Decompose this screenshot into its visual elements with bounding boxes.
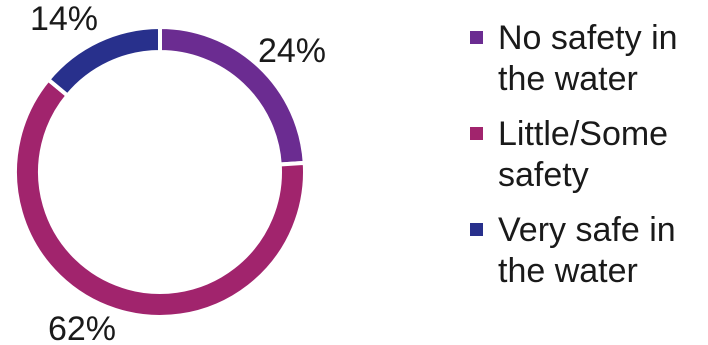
legend-label: Little/Some safety [498, 115, 669, 194]
legend-item-very-safe: Very safe in the water [470, 210, 706, 292]
data-label-1: 24% [258, 32, 326, 70]
data-labels-layer: 24% 62% 14% [30, 0, 326, 345]
legend-item-no-safety: No safety in the water [470, 18, 706, 100]
donut-slice-2 [13, 76, 307, 319]
legend-label: Very safe in the water [498, 211, 676, 290]
data-label-2: 62% [48, 310, 116, 345]
slices-layer [13, 24, 307, 319]
legend-label: No safety in the water [498, 19, 678, 98]
data-label-3: 14% [30, 0, 98, 38]
legend-swatch [470, 31, 483, 44]
legend-swatch [470, 127, 483, 140]
donut-slice-3 [45, 24, 162, 99]
legend-swatch [470, 223, 483, 236]
legend: No safety in the water Little/Some safet… [470, 18, 706, 306]
legend-item-little-some-safety: Little/Some safety [470, 114, 706, 196]
